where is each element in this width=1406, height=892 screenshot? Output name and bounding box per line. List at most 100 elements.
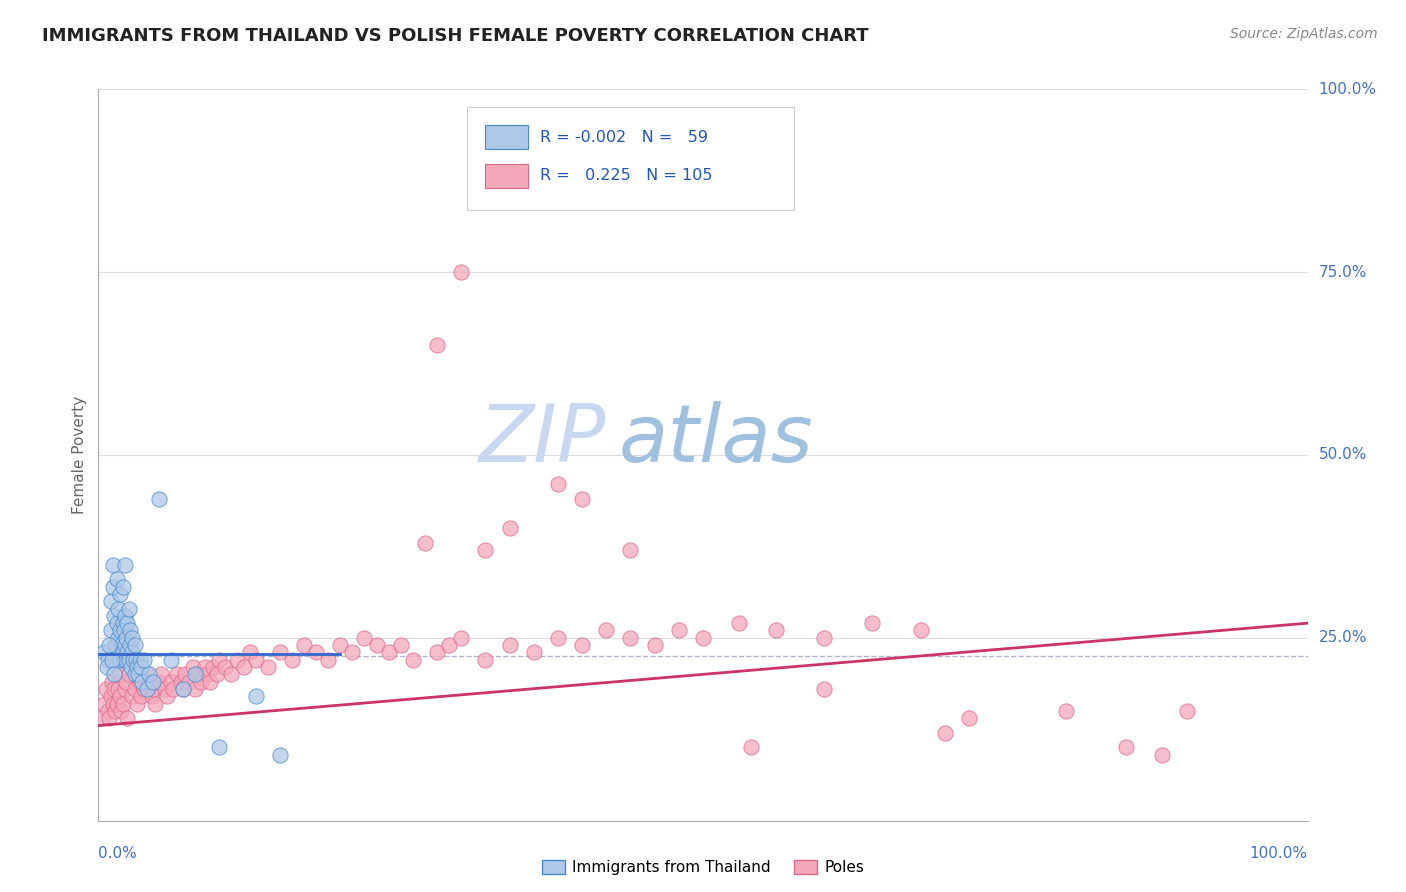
Point (100, 674, 122, 689)
Point (245, 690, 267, 704)
Point (107, 681, 129, 696)
Point (110, 638, 132, 652)
Point (934, 726, 956, 740)
Point (187, 667, 209, 681)
Point (118, 653, 141, 667)
Point (208, 653, 231, 667)
Point (91, 711, 114, 725)
Point (93, 697, 115, 711)
Point (118, 638, 141, 652)
FancyBboxPatch shape (467, 108, 793, 210)
Point (111, 697, 134, 711)
Point (169, 674, 191, 689)
Point (402, 653, 425, 667)
Point (134, 653, 156, 667)
Point (110, 704, 132, 718)
Point (105, 616, 128, 631)
Point (208, 740, 231, 755)
Point (194, 660, 217, 674)
Point (115, 653, 138, 667)
Point (389, 638, 412, 652)
Point (103, 667, 125, 681)
Point (129, 690, 152, 704)
Text: 75.0%: 75.0% (1319, 265, 1367, 279)
Point (202, 660, 225, 674)
Point (377, 645, 399, 659)
Point (571, 638, 593, 652)
Point (292, 638, 315, 652)
Point (692, 631, 714, 645)
Point (104, 638, 127, 652)
Point (121, 645, 143, 659)
Point (1115, 740, 1137, 755)
Point (114, 608, 136, 623)
Point (221, 667, 243, 681)
Point (366, 638, 388, 652)
Point (184, 681, 207, 696)
Point (450, 265, 472, 279)
Point (97, 653, 120, 667)
Point (205, 667, 228, 681)
Point (214, 660, 236, 674)
Point (148, 491, 170, 506)
Point (281, 653, 304, 667)
Text: R = -0.002   N =   59: R = -0.002 N = 59 (540, 130, 707, 145)
Point (547, 631, 569, 645)
FancyBboxPatch shape (485, 164, 527, 188)
Point (245, 653, 267, 667)
Point (138, 667, 160, 681)
Point (114, 558, 136, 572)
Point (142, 674, 165, 689)
Point (127, 660, 149, 674)
Point (450, 631, 472, 645)
Point (1054, 704, 1077, 718)
Point (644, 638, 666, 652)
Point (112, 653, 135, 667)
Point (98, 638, 121, 652)
Point (94, 681, 117, 696)
Point (107, 631, 129, 645)
Point (740, 740, 762, 755)
Point (134, 681, 156, 696)
Text: 0.0%: 0.0% (98, 846, 138, 861)
FancyBboxPatch shape (485, 125, 527, 149)
Point (117, 711, 139, 725)
Point (129, 660, 152, 674)
Point (1152, 747, 1174, 762)
Point (184, 667, 207, 681)
Point (437, 638, 460, 652)
Point (100, 690, 122, 704)
Point (232, 660, 254, 674)
Point (141, 690, 163, 704)
Point (269, 747, 291, 762)
Point (316, 653, 339, 667)
Point (148, 674, 170, 689)
Point (103, 608, 125, 623)
Point (177, 674, 201, 689)
Point (226, 653, 249, 667)
Point (860, 616, 883, 631)
Point (523, 645, 546, 659)
Point (122, 653, 145, 667)
Point (156, 690, 179, 704)
Point (150, 667, 173, 681)
Point (96, 660, 118, 674)
Point (117, 645, 139, 659)
Y-axis label: Female Poverty: Female Poverty (72, 396, 87, 514)
Point (107, 601, 129, 615)
Point (305, 645, 328, 659)
Point (910, 624, 932, 638)
Point (160, 653, 183, 667)
Point (619, 631, 641, 645)
Point (269, 645, 291, 659)
Point (172, 681, 194, 696)
Point (117, 616, 139, 631)
Point (1175, 704, 1198, 718)
Point (153, 681, 176, 696)
Point (166, 667, 188, 681)
Text: IMMIGRANTS FROM THAILAND VS POLISH FEMALE POVERTY CORRELATION CHART: IMMIGRANTS FROM THAILAND VS POLISH FEMAL… (42, 27, 869, 45)
Point (426, 338, 449, 352)
Point (131, 674, 153, 689)
Point (100, 594, 122, 608)
Point (127, 697, 149, 711)
